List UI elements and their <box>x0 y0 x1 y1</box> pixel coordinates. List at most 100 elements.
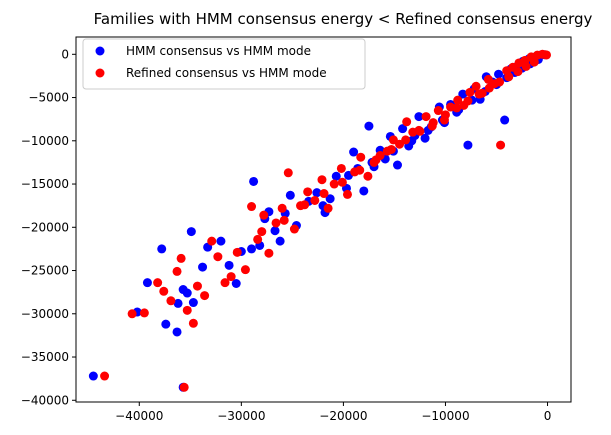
data-point <box>264 248 274 258</box>
y-tick-label: −20000 <box>21 220 69 234</box>
y-tick-label: −15000 <box>21 177 69 191</box>
data-point <box>415 126 425 136</box>
data-point <box>127 309 137 319</box>
data-point <box>186 227 196 237</box>
y-tick-label: −30000 <box>21 307 69 321</box>
data-point <box>420 133 430 143</box>
data-point <box>504 72 514 82</box>
data-point <box>207 236 217 246</box>
data-point <box>349 147 359 157</box>
legend-box <box>82 38 366 90</box>
data-point <box>521 61 531 71</box>
data-point <box>139 308 149 318</box>
legend-label: HMM consensus vs HMM mode <box>126 44 311 58</box>
y-tick-label: −5000 <box>28 91 69 105</box>
data-point <box>471 81 481 91</box>
data-point <box>513 67 523 77</box>
data-point <box>279 215 289 225</box>
data-point <box>231 279 241 289</box>
data-point <box>359 186 369 196</box>
data-point <box>463 96 473 106</box>
data-point <box>271 218 281 228</box>
data-point <box>188 298 198 308</box>
y-tick-label: −25000 <box>21 264 69 278</box>
data-point <box>220 278 230 288</box>
data-point <box>356 152 366 162</box>
data-point <box>216 236 226 246</box>
y-axis: 0 −5000 −10000 −15000 −20000 −25000 −30000 −350… <box>21 47 76 407</box>
data-point <box>159 286 169 296</box>
y-tick-label: 0 <box>61 47 69 61</box>
data-point <box>474 89 484 99</box>
data-point <box>317 175 327 185</box>
data-point <box>300 200 310 210</box>
data-point <box>364 121 374 131</box>
plot-area <box>76 37 571 402</box>
data-point <box>337 177 347 187</box>
data-point <box>329 179 339 189</box>
data-point <box>458 89 468 99</box>
data-point <box>172 327 182 337</box>
data-point <box>153 278 163 288</box>
data-point <box>226 272 236 282</box>
data-point <box>312 188 322 198</box>
legend-marker <box>95 68 105 78</box>
data-point <box>142 278 152 288</box>
data-point <box>270 226 280 236</box>
data-point <box>363 171 373 181</box>
data-point <box>161 319 171 329</box>
data-point <box>453 95 463 105</box>
data-point <box>421 112 431 122</box>
data-point <box>176 253 186 263</box>
legend-marker <box>95 46 105 56</box>
data-point <box>100 371 110 381</box>
data-point <box>166 296 176 306</box>
data-series <box>88 49 552 392</box>
data-point <box>402 117 412 127</box>
x-tick-label: −20000 <box>319 409 367 423</box>
data-point <box>188 318 198 328</box>
data-point <box>392 160 402 170</box>
data-point <box>386 144 396 154</box>
y-tick-label: −40000 <box>21 393 69 407</box>
x-tick-label: −40000 <box>115 409 163 423</box>
data-point <box>433 106 443 116</box>
data-point <box>285 190 295 200</box>
data-point <box>496 140 506 150</box>
data-point <box>401 135 411 145</box>
data-point <box>452 103 462 113</box>
data-point <box>325 194 335 204</box>
data-point <box>494 69 504 79</box>
data-point <box>172 266 182 276</box>
data-point <box>257 227 267 237</box>
data-point <box>323 203 333 213</box>
legend: HMM consensus vs HMM mode Refined consens… <box>82 38 366 90</box>
data-point <box>484 83 494 93</box>
data-point <box>259 210 269 220</box>
data-point <box>157 244 167 254</box>
data-point <box>428 118 438 128</box>
data-point <box>182 288 192 298</box>
chart-title: Families with HMM consensus energy < Ref… <box>94 10 593 28</box>
x-tick-label: 0 <box>544 409 552 423</box>
data-point <box>213 252 223 262</box>
data-point <box>495 77 505 87</box>
data-point <box>542 50 552 60</box>
data-point <box>182 305 192 315</box>
data-point <box>398 124 408 134</box>
data-point <box>88 371 98 381</box>
data-point <box>277 203 287 213</box>
data-point <box>500 115 510 125</box>
data-point <box>232 247 242 257</box>
x-axis: −40000 −30000 −20000 −10000 0 <box>115 402 551 423</box>
data-point <box>319 189 329 199</box>
data-point <box>192 281 202 291</box>
data-point <box>529 57 539 67</box>
data-point <box>240 265 250 275</box>
data-point <box>179 382 189 392</box>
data-point <box>440 110 450 120</box>
y-tick-label: −10000 <box>21 134 69 148</box>
data-point <box>289 224 299 234</box>
series-refined-consensus <box>100 49 552 392</box>
